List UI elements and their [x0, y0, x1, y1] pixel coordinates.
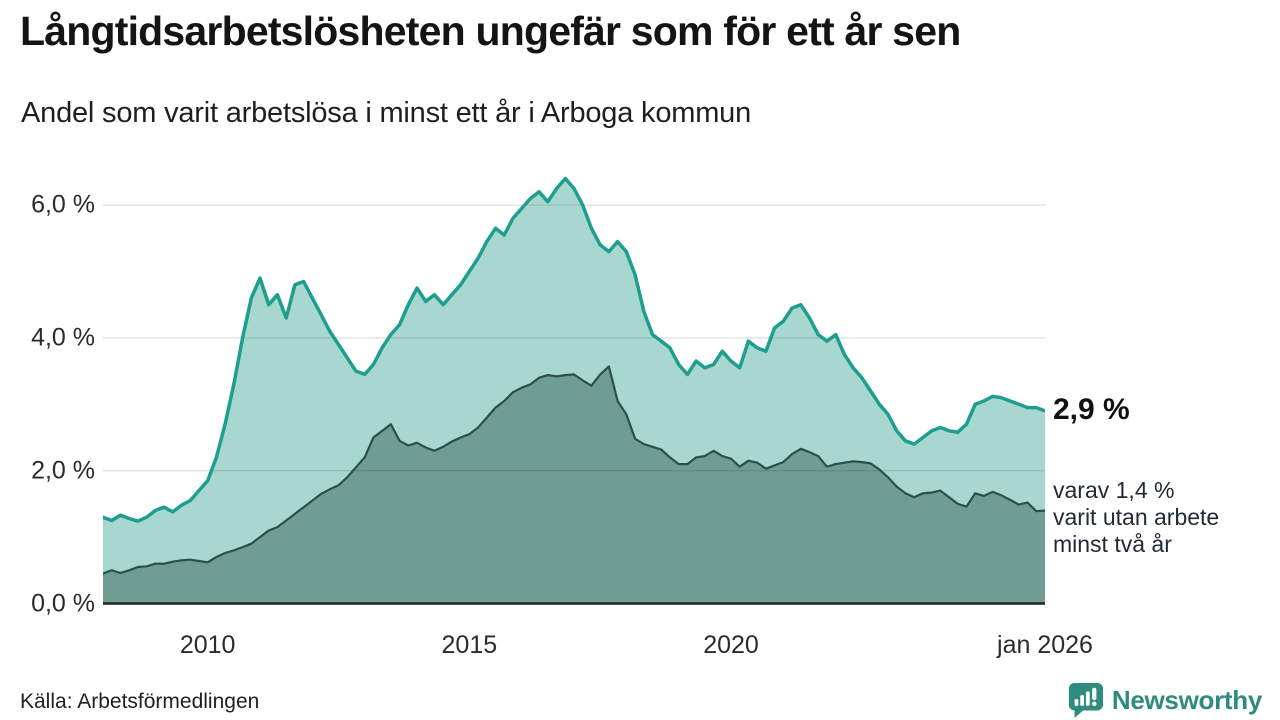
area-chart: [103, 176, 1045, 605]
x-tick-label: jan 2026: [997, 631, 1093, 659]
gridlines: [103, 204, 1045, 472]
two-year-area-fill: [103, 366, 1045, 604]
end-value-label: 2,9 %: [1053, 393, 1130, 426]
secondary-annotation-line: minst två år: [1053, 531, 1172, 557]
x-tick-label: 2020: [703, 631, 759, 659]
y-tick-label: 0,0 %: [31, 589, 95, 617]
y-tick-label: 6,0 %: [31, 190, 95, 219]
y-tick-label: 2,0 %: [31, 456, 95, 485]
secondary-annotation-line: varav 1,4 %: [1053, 477, 1175, 503]
page-title: Långtidsarbetslösheten ungefär som för e…: [20, 8, 961, 54]
source-note: Källa: Arbetsförmedlingen: [20, 690, 260, 713]
secondary-annotation: varav 1,4 % varit utan arbete minst två år: [1053, 477, 1278, 558]
secondary-annotation-line: varit utan arbete: [1053, 504, 1220, 530]
x-tick-label: 2015: [441, 631, 498, 659]
newsworthy-logo: Newsworthy: [1066, 682, 1262, 719]
newsworthy-wordmark: Newsworthy: [1111, 685, 1262, 715]
x-tick-label: 2010: [179, 631, 236, 659]
newsworthy-bubble-chart-icon: [1068, 682, 1103, 719]
two-year-line: [103, 365, 1045, 575]
y-tick-label: 4,0 %: [31, 323, 95, 352]
page-subtitle: Andel som varit arbetslösa i minst ett å…: [21, 97, 752, 129]
total-line: [103, 176, 1045, 523]
